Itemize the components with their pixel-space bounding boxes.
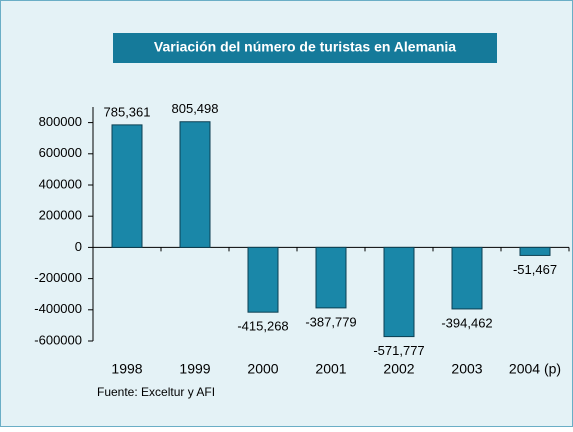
- source-note: Fuente: Exceltur y AFI: [97, 385, 215, 399]
- bar: [247, 246, 279, 313]
- x-tick-label: 2003: [451, 361, 482, 377]
- x-tick-label: 2000: [247, 361, 278, 377]
- bar: [519, 246, 551, 256]
- x-tick-label: 1998: [111, 361, 142, 377]
- y-tick-label: -200000: [34, 270, 82, 285]
- data-label: -51,467: [513, 262, 557, 277]
- data-label: -415,268: [237, 319, 288, 334]
- chart-title: Variación del número de turistas en Alem…: [154, 39, 456, 55]
- data-label: -571,777: [373, 343, 424, 358]
- data-label: -394,462: [441, 315, 492, 330]
- y-tick-label: 600000: [39, 145, 82, 160]
- y-tick-label: 0: [75, 239, 82, 254]
- bar: [451, 246, 483, 310]
- y-tick-label: 400000: [39, 176, 82, 191]
- bar: [315, 246, 347, 309]
- x-tick-label: 2002: [383, 361, 414, 377]
- title-box: [113, 33, 497, 63]
- bar: [179, 121, 211, 248]
- x-tick-label: 1999: [179, 361, 210, 377]
- y-tick-label: 200000: [39, 208, 82, 223]
- bar: [383, 246, 415, 338]
- data-label: 785,361: [104, 104, 151, 119]
- y-tick-label: 800000: [39, 114, 82, 129]
- y-tick-label: -600000: [34, 332, 82, 347]
- data-label: 805,498: [172, 101, 219, 116]
- x-tick-label: 2001: [315, 361, 346, 377]
- data-label: -387,779: [305, 314, 356, 329]
- x-tick-label: 2004 (p): [509, 361, 561, 377]
- bar: [111, 124, 143, 248]
- y-tick-label: -400000: [34, 301, 82, 316]
